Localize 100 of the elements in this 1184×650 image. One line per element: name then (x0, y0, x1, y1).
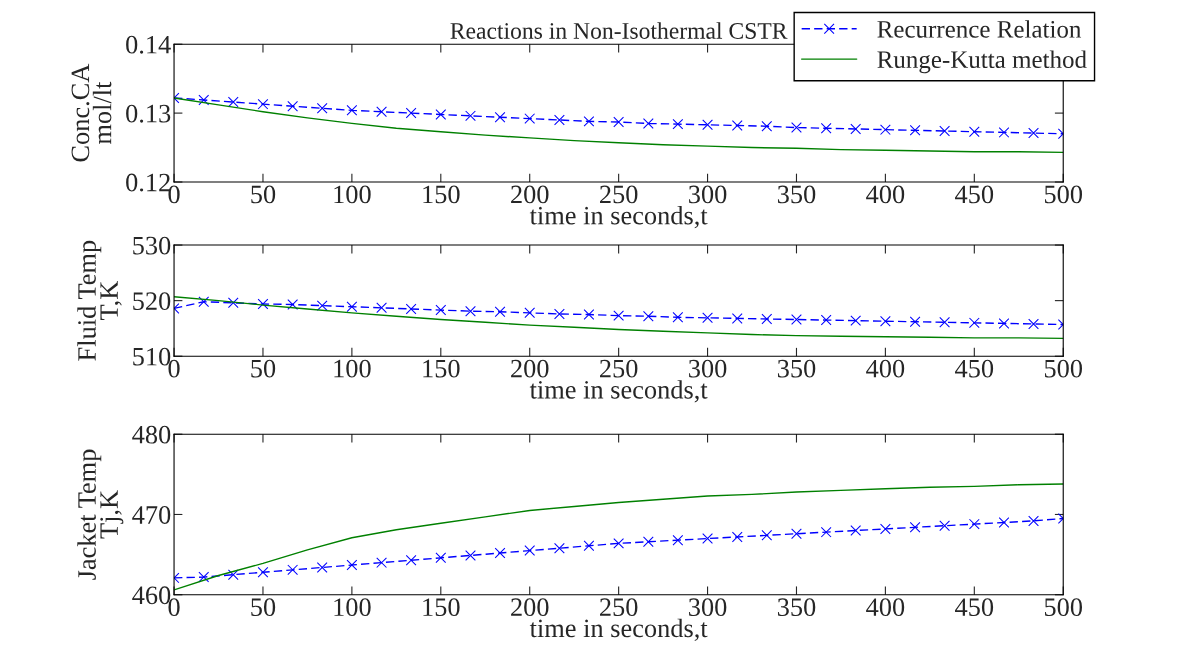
y-axis-title: Fluid Temp T,K (77, 240, 122, 361)
point (731, 531, 743, 543)
point (405, 303, 417, 315)
point (583, 309, 595, 320)
point (1028, 515, 1039, 527)
point (998, 517, 1010, 528)
point (435, 552, 447, 564)
y-tick-label: 0.12 (126, 173, 170, 192)
point (346, 104, 358, 116)
point (731, 120, 743, 131)
point (1028, 127, 1039, 139)
x-tick-label: 500 (1044, 598, 1083, 617)
y-axis-title: Jacket Temp Tj,K (77, 449, 124, 580)
point (909, 316, 921, 328)
point (494, 111, 506, 123)
point (613, 310, 625, 322)
x-tick-label: 150 (423, 359, 460, 378)
point (257, 566, 269, 578)
point (998, 318, 1010, 329)
x-tick-label: 450 (955, 598, 994, 617)
y-tick-label: 0.14 (126, 35, 171, 54)
point (554, 308, 565, 320)
legend-label: Recurrence Relation (877, 20, 1082, 38)
point (998, 127, 1010, 138)
point (227, 297, 239, 309)
point (465, 110, 476, 122)
point (880, 523, 891, 535)
x-tick-label: 200 (511, 185, 549, 204)
point (820, 314, 832, 326)
point (672, 118, 684, 130)
point (227, 96, 239, 108)
x-tick-label: 50 (251, 359, 276, 378)
x-axis-title: time in seconds,t (529, 205, 708, 229)
point (672, 534, 684, 546)
x-tick-label: 0 (168, 185, 180, 204)
y-tick-label: 480 (132, 425, 171, 444)
point (791, 122, 802, 133)
point (376, 557, 387, 569)
line-series (174, 97, 1064, 154)
x-axis-title: time in seconds,t (529, 618, 708, 642)
x-tick-label: 200 (511, 598, 549, 617)
point (642, 536, 654, 548)
line-series (174, 483, 1064, 591)
point (731, 313, 743, 324)
point (435, 109, 447, 120)
x-tick-label: 50 (251, 598, 276, 617)
x-tick-label: 400 (866, 359, 905, 378)
x-tick-label: 400 (866, 598, 905, 617)
point (316, 300, 328, 312)
point (316, 562, 328, 573)
point (257, 98, 269, 110)
x-tick-label: 300 (689, 598, 727, 617)
point (939, 316, 950, 328)
chart-title: Reactions in Non-Isothermal CSTR (450, 22, 788, 39)
point (820, 526, 832, 538)
point (465, 305, 476, 317)
x-tick-label: 500 (1044, 359, 1083, 378)
point (820, 122, 832, 134)
point (554, 542, 565, 554)
point (227, 569, 239, 581)
point (761, 313, 773, 325)
point (702, 119, 713, 131)
x-tick-label: 150 (423, 185, 460, 204)
point (287, 100, 299, 112)
point (909, 521, 921, 533)
point (968, 518, 980, 530)
point (257, 298, 269, 310)
point (316, 102, 328, 114)
x-tick-label: 350 (777, 185, 816, 204)
point (583, 540, 595, 552)
legend-label: Runge-Kutta method (877, 50, 1087, 74)
point (880, 124, 891, 136)
x-tick-label: 200 (511, 359, 549, 378)
x-tick-label: 400 (866, 185, 905, 204)
x-tick-label: 250 (600, 185, 638, 204)
point (198, 94, 210, 106)
point (702, 533, 713, 544)
y-axis-title: Conc.CA mol/lt (71, 63, 112, 162)
x-tick-label: 350 (777, 359, 816, 378)
x-tick-label: 100 (334, 185, 371, 204)
point (405, 554, 417, 566)
point (346, 301, 358, 313)
point (939, 520, 950, 532)
point (791, 314, 802, 325)
point (435, 304, 447, 316)
point (968, 317, 980, 329)
x-tick-label: 450 (955, 185, 994, 204)
x-tick-label: 300 (689, 359, 727, 378)
x-tick-label: 100 (334, 359, 371, 378)
point (761, 120, 773, 132)
y-tick-label: 0.13 (126, 104, 171, 123)
x-tick-label: 450 (955, 359, 994, 378)
x-tick-label: 500 (1044, 185, 1083, 204)
x-tick-label: 150 (423, 598, 460, 617)
point (702, 312, 713, 324)
x-axis-title: time in seconds,t (529, 380, 708, 403)
point (554, 114, 565, 126)
point (287, 299, 299, 310)
point (939, 125, 950, 137)
point (642, 310, 654, 322)
